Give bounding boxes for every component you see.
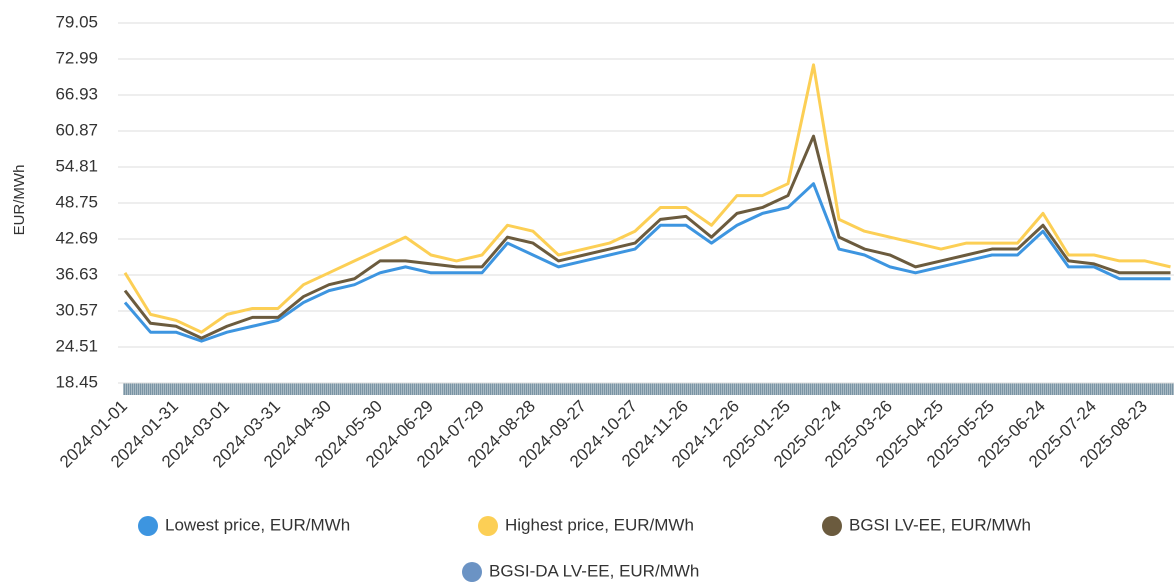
series-line (123, 63, 1171, 334)
legend-label: BGSI-DA LV-EE, EUR/MWh (489, 561, 699, 580)
y-tick-label: 79.05 (55, 12, 98, 31)
y-tick-label: 24.51 (55, 336, 98, 355)
y-tick-label: 72.99 (55, 48, 98, 67)
legend-label: Highest price, EUR/MWh (505, 515, 694, 534)
series-line (123, 134, 1171, 340)
y-tick-label: 18.45 (55, 372, 98, 391)
legend-label: BGSI LV-EE, EUR/MWh (849, 515, 1031, 534)
y-tick-label: 54.81 (55, 156, 98, 175)
y-tick-label: 36.63 (55, 264, 98, 283)
y-axis-label: EUR/MWh (11, 165, 28, 236)
y-tick-label: 30.57 (55, 300, 98, 319)
x-axis-ticks (123, 383, 1174, 395)
legend-marker (478, 516, 498, 536)
legend-marker (138, 516, 158, 536)
legend-marker (462, 562, 482, 582)
y-tick-label: 42.69 (55, 228, 98, 247)
y-tick-label: 48.75 (55, 192, 98, 211)
legend-marker (822, 516, 842, 536)
legend-label: Lowest price, EUR/MWh (165, 515, 350, 534)
y-tick-label: 66.93 (55, 84, 98, 103)
y-tick-label: 60.87 (55, 120, 98, 139)
series-line (123, 182, 1171, 343)
